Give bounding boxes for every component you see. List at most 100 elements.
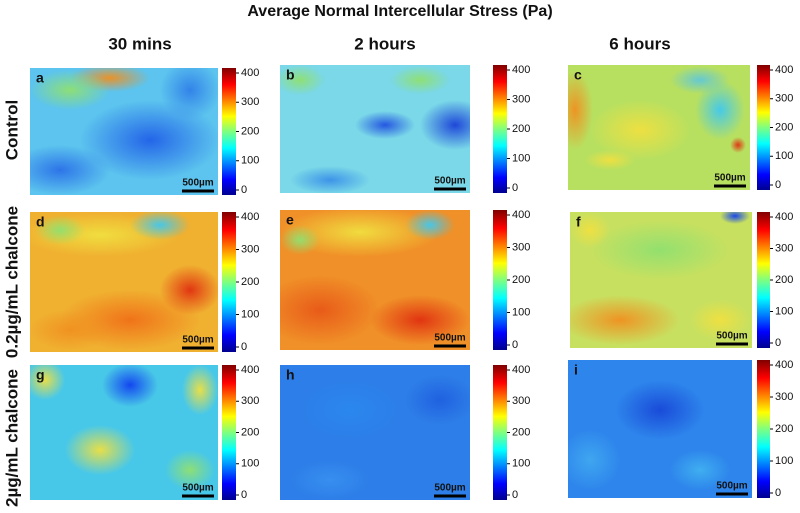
colorbar-tick-label: 400 [241,67,259,79]
colorbar-tick-label: 100 [775,305,793,317]
heatmap-region [570,295,680,345]
panel-label: g [36,367,45,383]
heatmap-region [30,310,110,350]
colorbar-tick-label: 400 [775,359,793,371]
colorbar [222,212,236,352]
colorbar [222,68,236,195]
heatmap [570,212,752,348]
colorbar-tick-label: 100 [241,155,259,167]
colorbar-tick-label: 300 [241,243,259,255]
panel-label: c [574,67,582,83]
heatmap-region [30,365,65,400]
heatmap-region [390,66,450,94]
colorbar-tick-label: 300 [775,93,793,105]
colorbar-tick-label: 400 [512,364,530,376]
colorbar-tick-label: 0 [241,341,247,353]
panel-label: i [574,362,578,378]
colorbar-tick-label: 200 [775,121,793,133]
row-header: Control [2,100,21,160]
heatmap-region [590,100,690,160]
colorbar-tick-label: 200 [512,274,530,286]
column-header: 30 mins [108,34,171,53]
heatmap-region [585,150,635,170]
colorbar [757,212,770,348]
colorbar-tick-label: 400 [512,64,530,76]
colorbar-tick-label: 400 [775,211,793,223]
colorbar-tick-label: 200 [512,426,530,438]
colorbar-tick-label: 300 [241,395,259,407]
heatmap-region [80,100,218,180]
colorbar-tick-label: 400 [241,211,259,223]
heatmap-region [355,111,415,139]
heatmap-region [102,365,158,407]
heatmap-region [370,295,470,345]
colorbar-tick-label: 300 [512,395,530,407]
column-header: 6 hours [609,34,670,53]
heatmap-region [182,365,218,415]
colorbar-tick-label: 100 [241,458,259,470]
row-header: 2µg/mL chalcone [2,369,21,507]
colorbar-tick-label: 200 [241,426,259,438]
colorbar-tick-label: 100 [241,308,259,320]
heatmap [568,65,750,190]
colorbar-tick-label: 400 [241,364,259,376]
panel-label: a [36,70,44,86]
heatmap-region [65,425,135,475]
colorbar-tick-label: 0 [775,337,781,349]
scale-label: 500µm [434,176,465,187]
row-header: 0.2µg/mL chalcone [2,206,21,358]
colorbar-tick-label: 200 [241,125,259,137]
panel-label: e [286,212,294,228]
colorbar-tick-label: 300 [775,242,793,254]
colorbar [493,365,507,500]
heatmap [30,212,218,352]
heatmap-region [130,212,190,240]
heatmap-region [165,450,215,490]
colorbar-tick-label: 0 [241,489,247,501]
scale-label: 500µm [182,483,213,494]
heatmap-region [160,68,218,120]
colorbar-tick-label: 0 [512,339,518,351]
heatmap-region [568,430,620,490]
scale-label: 500µm [182,178,213,189]
heatmap-region [280,275,380,345]
heatmap-region [280,225,320,255]
colorbar [757,360,770,498]
scale-label: 500µm [716,481,747,492]
heatmap-region [690,300,750,340]
colorbar-tick-label: 0 [512,182,518,194]
colorbar-tick-label: 0 [775,487,781,499]
panel-label: d [36,214,45,230]
colorbar-tick-label: 300 [775,391,793,403]
colorbar-tick-label: 100 [512,152,530,164]
heatmap-region [670,66,730,94]
heatmap [568,360,752,498]
scale-label: 500µm [714,173,745,184]
heatmap [30,68,218,195]
colorbar-tick-label: 200 [775,423,793,435]
panel-label: f [576,214,581,230]
heatmap-region [405,375,470,425]
heatmap [280,365,470,500]
colorbar-tick-label: 300 [512,93,530,105]
scale-label: 500µm [434,333,465,344]
heatmap-region [590,220,730,280]
colorbar-tick-label: 100 [775,455,793,467]
figure-title: Average Normal Intercellular Stress (Pa) [247,3,552,20]
colorbar-tick-label: 100 [512,306,530,318]
heatmap-region [300,380,400,440]
scale-label: 500µm [716,331,747,342]
heatmap-region [670,450,730,490]
heatmap-region [695,80,745,140]
colorbar-tick-label: 400 [512,209,530,221]
colorbar-tick-label: 400 [775,64,793,76]
colorbar-tick-label: 300 [241,96,259,108]
colorbar [757,65,770,190]
panel-label: b [286,67,295,83]
heatmap [280,210,470,350]
colorbar-tick-label: 0 [241,184,247,196]
heatmap-region [720,212,750,224]
colorbar-tick-label: 0 [775,179,781,191]
colorbar-tick-label: 100 [775,150,793,162]
heatmap-region [615,380,705,440]
